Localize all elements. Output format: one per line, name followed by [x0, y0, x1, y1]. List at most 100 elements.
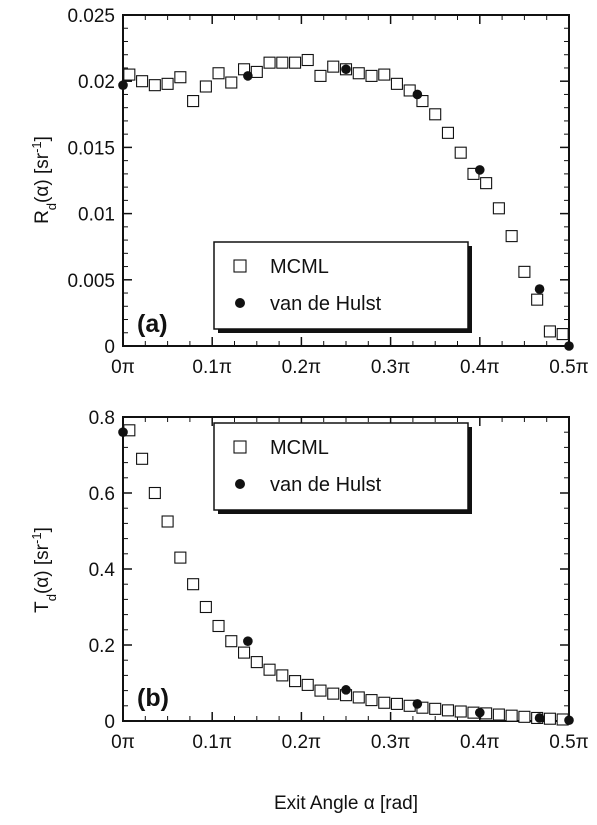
van-de-hulst-point — [534, 713, 545, 723]
mcml-point — [136, 452, 149, 465]
van-de-hulst-point — [475, 165, 485, 175]
mcml-point — [441, 704, 455, 717]
y-axis-title-b-main: T — [32, 601, 53, 613]
y-tick-label: 0 — [104, 337, 115, 358]
mcml-point — [250, 656, 263, 669]
x-tick-labels-b: 0π 0.1π 0.2π 0.3π 0.4π 0.5π — [111, 732, 589, 753]
mcml-point — [543, 712, 556, 725]
van-de-hulst-point — [475, 707, 485, 718]
x-axis-title-b: Exit Angle α [rad] — [274, 793, 418, 814]
mcml-point — [148, 486, 161, 500]
mcml-point — [289, 56, 302, 69]
y-axis-title-b-end: ] — [32, 527, 53, 532]
y-tick-label: 0.015 — [67, 138, 115, 159]
mcml-point — [454, 146, 467, 159]
van-de-hulst-point — [341, 685, 351, 695]
van-de-hulst-point — [412, 89, 423, 100]
mcml-point — [161, 77, 174, 90]
mcml-point — [250, 65, 263, 78]
x-tick-label: 0.2π — [282, 732, 322, 753]
van-de-hulst-point — [118, 80, 128, 90]
mcml-point — [543, 325, 556, 338]
mcml-point — [161, 515, 174, 528]
mcml-point — [378, 68, 391, 81]
mcml-point — [390, 77, 403, 90]
x-tick-label: 0.3π — [371, 357, 411, 378]
mcml-point — [314, 684, 327, 697]
y-tick-label: 0.4 — [89, 560, 116, 581]
mcml-point — [492, 708, 505, 721]
mcml-point — [531, 293, 544, 306]
mcml-point — [199, 600, 212, 614]
mcml-point — [556, 328, 569, 341]
van-de-hulst-point — [412, 699, 423, 709]
legend-marker-van-de-hulst — [235, 298, 245, 308]
y-axis-title-a-main: R — [32, 210, 53, 224]
van-de-hulst-point — [564, 715, 574, 726]
data-marks-b — [118, 424, 574, 726]
y-tick-label: 0.8 — [89, 408, 115, 429]
mcml-point — [199, 80, 212, 93]
legend-a: MCML van de Hulst — [213, 241, 472, 333]
mcml-point — [276, 56, 289, 69]
mcml-point — [301, 53, 314, 67]
mcml-point — [352, 691, 365, 704]
mcml-point — [365, 694, 378, 707]
x-tick-label: 0.1π — [192, 357, 232, 378]
y-axis-title-a-sup: -1 — [29, 141, 44, 153]
x-tick-label: 0.4π — [460, 357, 500, 378]
mcml-point — [123, 68, 136, 81]
y-axis-title-b: Td(α) [sr-1] — [29, 527, 59, 613]
y-tick-label: 0.2 — [89, 636, 115, 657]
legend-box — [213, 422, 469, 511]
mcml-point — [454, 705, 467, 718]
mcml-point — [518, 265, 531, 278]
legend-b: MCML van de Hulst — [213, 422, 472, 514]
mcml-point — [263, 56, 276, 69]
mcml-point — [327, 60, 340, 73]
mcml-point — [441, 126, 455, 139]
y-tick-labels-b: 0 0.2 0.4 0.6 0.8 — [89, 408, 116, 733]
y-tick-label: 0.005 — [67, 271, 115, 292]
panel-label-b: (b) — [137, 684, 169, 712]
y-tick-labels-a: 0 0.005 0.01 0.015 0.02 0.025 — [67, 6, 115, 358]
legend-label: MCML — [270, 437, 329, 459]
legend-marker-mcml — [233, 259, 247, 273]
x-tick-label: 0.3π — [371, 732, 411, 753]
van-de-hulst-point — [564, 341, 574, 351]
legend-label: MCML — [270, 256, 329, 278]
panel-b: 0 0.2 0.4 0.6 0.8 0π 0.1π 0.2π 0.3π 0.4π 0.5π MCM… — [29, 408, 589, 814]
y-axis-title-a: Rd(α) [sr-1] — [29, 136, 59, 224]
y-tick-label: 0.02 — [78, 72, 115, 93]
mcml-point — [225, 76, 238, 89]
data-marks-a — [118, 53, 574, 351]
x-tick-label: 0.1π — [192, 732, 232, 753]
mcml-point — [390, 697, 403, 710]
mcml-point — [237, 646, 251, 659]
legend-marker-mcml — [233, 440, 247, 454]
mcml-point — [174, 71, 187, 84]
y-axis-title-a-sub: d — [44, 203, 59, 210]
x-tick-label: 0π — [111, 732, 135, 753]
mcml-point — [187, 95, 200, 108]
mcml-point — [289, 675, 302, 688]
y-tick-label: 0.01 — [78, 205, 115, 226]
mcml-point — [505, 709, 518, 722]
mcml-point — [301, 678, 314, 691]
mcml-point — [174, 551, 187, 564]
x-tick-label: 0.5π — [549, 732, 589, 753]
y-axis-title-b-rest: (α) [sr — [32, 543, 53, 594]
van-de-hulst-point — [118, 427, 128, 438]
x-tick-label: 0.4π — [460, 732, 500, 753]
mcml-point — [276, 669, 289, 682]
x-tick-labels-a: 0π 0.1π 0.2π 0.3π 0.4π 0.5π — [111, 357, 589, 378]
mcml-point — [416, 95, 429, 108]
mcml-point — [225, 635, 238, 648]
y-axis-title-b-sub: d — [44, 594, 59, 601]
mcml-point — [212, 67, 225, 80]
y-tick-label: 0.025 — [67, 6, 115, 27]
mcml-point — [505, 230, 518, 243]
panel-label-a: (a) — [137, 310, 168, 338]
